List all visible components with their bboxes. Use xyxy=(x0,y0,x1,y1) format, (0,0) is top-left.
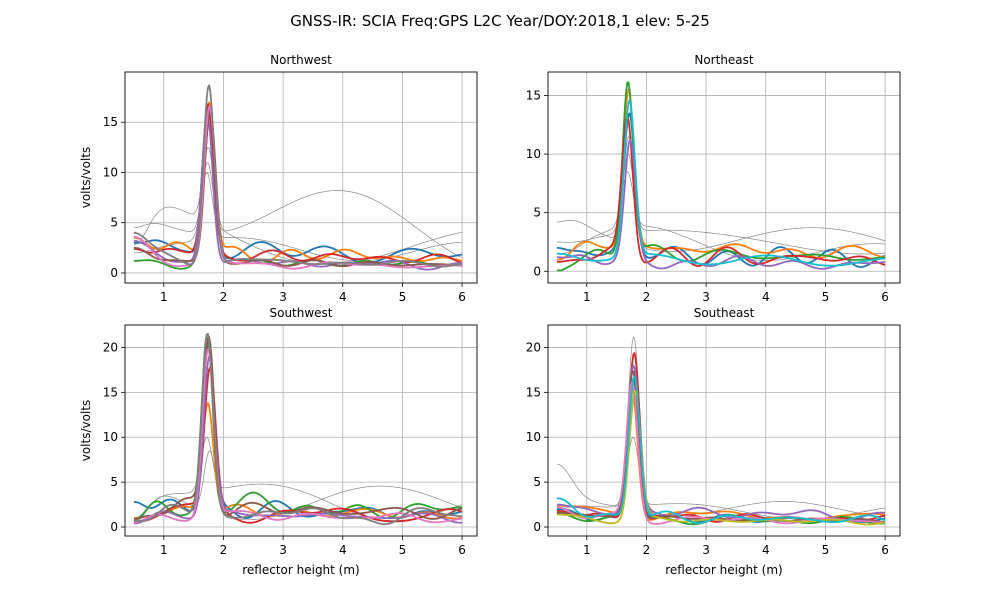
series-line-1 xyxy=(556,112,886,268)
series-line-10 xyxy=(556,336,886,518)
axes-frame xyxy=(124,71,478,284)
x-tick-label: 1 xyxy=(583,543,591,557)
x-tick-label: 5 xyxy=(822,290,830,304)
x-tick-label: 2 xyxy=(643,290,651,304)
x-tick-label: 2 xyxy=(220,543,228,557)
x-tick-label: 6 xyxy=(881,290,889,304)
axes-frame xyxy=(124,324,478,537)
subplot-title: Southwest xyxy=(269,306,332,320)
series-group xyxy=(556,81,886,272)
plot-area xyxy=(548,325,900,536)
x-tick-label: 4 xyxy=(339,290,347,304)
series-line-6 xyxy=(133,336,463,520)
y-tick-label: 5 xyxy=(110,475,118,489)
y-tick-label: 15 xyxy=(526,88,541,102)
x-tick-label: 5 xyxy=(399,290,407,304)
series-line-4 xyxy=(133,103,463,264)
y-tick-label: 15 xyxy=(103,385,118,399)
figure-title: GNSS-IR: SCIA Freq:GPS L2C Year/DOY:2018… xyxy=(290,12,710,30)
y-tick-label: 0 xyxy=(110,520,118,534)
x-tick-label: 3 xyxy=(279,543,287,557)
x-tick-label: 6 xyxy=(881,543,889,557)
x-tick-label: 3 xyxy=(702,290,710,304)
x-tick-label: 3 xyxy=(279,290,287,304)
series-line-11 xyxy=(133,172,463,262)
series-line-3 xyxy=(133,333,463,521)
series-line-6 xyxy=(556,99,886,267)
y-tick-label: 0 xyxy=(533,520,541,534)
series-group xyxy=(556,336,886,526)
subplot-northeast: 1 2 3 4 5 6 0 5 10 15 Northeast xyxy=(526,53,901,304)
y-tick-label: 10 xyxy=(103,165,118,179)
axes-frame xyxy=(547,324,901,537)
y-tick-label: 20 xyxy=(103,340,118,354)
x-tick-label: 5 xyxy=(399,543,407,557)
y-tick-label: 5 xyxy=(110,216,118,230)
y-tick-label: 10 xyxy=(526,147,541,161)
x-tick-label: 6 xyxy=(458,543,466,557)
y-axis-label: volts/volts xyxy=(79,147,93,209)
subplot-southeast: 1 2 3 4 5 6 0 5 10 15 20 Southeast reflector height … xyxy=(526,306,901,577)
series-line-7 xyxy=(133,348,463,524)
x-tick-label: 6 xyxy=(458,290,466,304)
y-axis-label: volts/volts xyxy=(79,400,93,462)
subplot-southwest: 1 2 3 4 5 6 0 5 10 15 20 Southwest reflector height … xyxy=(79,306,478,577)
y-tick-label: 0 xyxy=(110,266,118,280)
x-tick-label: 4 xyxy=(762,290,770,304)
plot-area xyxy=(125,325,477,536)
series-line-10 xyxy=(133,162,463,259)
x-axis-label: reflector height (m) xyxy=(242,563,360,577)
series-group xyxy=(133,332,463,526)
series-line-5 xyxy=(133,355,463,525)
x-tick-label: 4 xyxy=(339,543,347,557)
x-tick-label: 1 xyxy=(160,543,168,557)
x-tick-label: 2 xyxy=(643,543,651,557)
series-line-4 xyxy=(556,115,886,267)
y-tick-label: 20 xyxy=(526,340,541,354)
series-line-8 xyxy=(556,390,886,526)
series-line-7 xyxy=(556,136,886,252)
series-line-9 xyxy=(556,375,886,524)
y-tick-label: 15 xyxy=(526,385,541,399)
subplot-title: Northeast xyxy=(694,53,754,67)
y-tick-label: 5 xyxy=(533,206,541,220)
subplot-northwest: 1 2 3 4 5 6 0 5 10 15 Northwest volts/volts xyxy=(79,53,478,304)
x-tick-label: 4 xyxy=(762,543,770,557)
x-tick-label: 3 xyxy=(702,543,710,557)
x-tick-label: 1 xyxy=(583,290,591,304)
series-group xyxy=(133,84,463,271)
series-line-8 xyxy=(133,84,463,268)
y-tick-label: 0 xyxy=(533,264,541,278)
series-line-2 xyxy=(556,387,886,521)
series-line-8 xyxy=(556,153,886,255)
x-tick-label: 2 xyxy=(220,290,228,304)
plot-area xyxy=(125,72,477,283)
subplot-title: Northwest xyxy=(270,53,332,67)
series-line-6 xyxy=(133,109,463,268)
series-line-8 xyxy=(133,332,463,526)
y-tick-label: 15 xyxy=(103,115,118,129)
x-tick-label: 5 xyxy=(822,543,830,557)
y-tick-label: 10 xyxy=(103,430,118,444)
axes-frame xyxy=(547,71,901,284)
x-axis-label: reflector height (m) xyxy=(665,563,783,577)
x-tick-label: 1 xyxy=(160,290,168,304)
y-tick-label: 10 xyxy=(526,430,541,444)
subplot-title: Southeast xyxy=(694,306,755,320)
series-line-2 xyxy=(133,101,463,265)
y-tick-label: 5 xyxy=(533,475,541,489)
